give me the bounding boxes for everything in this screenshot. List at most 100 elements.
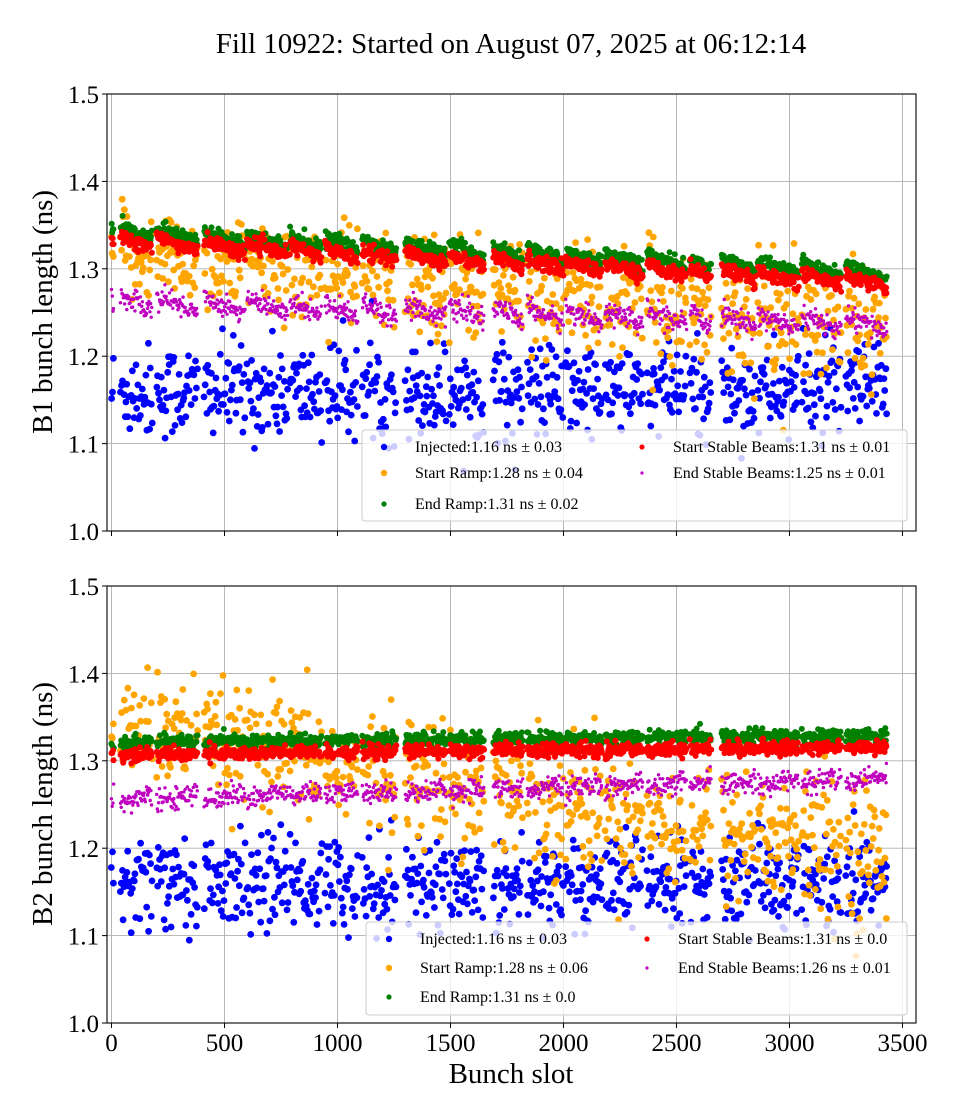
data-point [429,305,433,309]
legend-label: End Stable Beams:1.25 ns ± 0.01 [673,465,886,482]
data-point [236,274,244,282]
data-point [531,395,539,403]
data-point [225,417,233,425]
data-point [449,298,453,302]
data-point [222,880,230,887]
data-point [704,296,712,303]
data-point [807,296,815,303]
data-point [744,285,752,292]
data-point [439,410,447,418]
data-point [430,231,438,239]
data-point [391,409,399,417]
data-point [883,273,890,280]
data-point [701,265,707,272]
data-point [228,381,236,389]
data-point [441,348,449,356]
data-point [770,366,778,374]
data-point [447,403,455,410]
data-point [649,233,657,241]
data-point [770,380,777,387]
data-point [241,414,249,422]
data-point [776,377,783,385]
data-point [308,351,316,359]
data-point [165,893,173,901]
data-point [462,364,470,372]
data-point [534,401,542,408]
data-point [235,363,243,370]
data-point [274,285,282,292]
data-point [807,418,815,426]
data-point [733,317,737,321]
data-point [620,315,624,319]
data-point [462,239,468,246]
data-point [322,256,330,264]
data-point [131,226,138,233]
data-point [854,383,862,391]
data-point [850,294,858,302]
data-point [784,287,792,295]
data-point [721,309,725,313]
data-point [883,410,890,418]
data-point [741,320,745,324]
data-point [616,353,623,360]
data-point [370,304,375,308]
data-point [363,278,371,285]
data-point [393,312,398,316]
data-point [128,885,136,892]
data-point [445,411,453,418]
data-point [592,325,600,333]
data-point [283,317,287,322]
data-point [124,413,132,421]
data-point [223,409,231,416]
data-point [119,212,126,219]
data-point [785,319,789,323]
data-point [157,310,161,314]
data-point [325,295,330,300]
data-point [266,369,274,377]
data-point [704,317,708,322]
data-point [306,305,310,309]
data-point [119,916,127,924]
data-point [207,294,211,298]
data-point [828,357,836,365]
data-point [662,331,667,335]
data-point [108,395,115,402]
data-point [658,322,662,326]
data-point [310,283,317,291]
data-point [374,299,378,304]
data-point [500,272,507,279]
data-point [671,251,678,258]
data-point [163,283,167,287]
data-point [692,303,697,308]
data-point [882,314,889,322]
data-point [324,903,332,911]
data-point [683,317,687,322]
data-point [220,897,228,904]
data-point [760,307,764,311]
data-point [423,308,428,312]
data-point [418,369,426,377]
data-point [476,310,480,314]
data-point [515,313,519,318]
data-point [794,352,802,360]
data-point [347,411,355,419]
data-point [883,332,887,337]
data-point [708,324,712,328]
data-point [760,370,768,378]
data-point [709,314,713,318]
data-point [855,348,862,356]
data-point [309,390,316,398]
data-point [216,350,224,358]
data-point [185,387,193,394]
data-point [459,396,467,404]
data-point [225,292,229,296]
data-point [731,309,735,314]
data-point [748,389,756,397]
data-point [440,340,448,348]
data-point [125,307,129,312]
data-point [682,299,690,307]
data-point [766,414,774,422]
data-point [405,302,409,306]
data-point [130,877,138,885]
data-point [442,289,450,297]
